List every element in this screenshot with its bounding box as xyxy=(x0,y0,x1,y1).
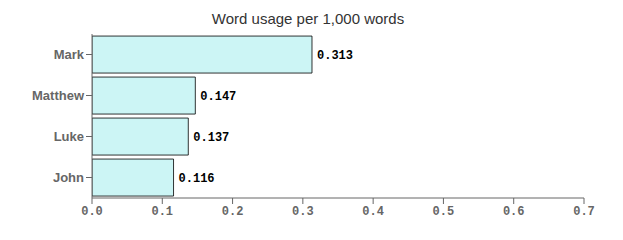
svg-text:0.313: 0.313 xyxy=(317,49,353,63)
svg-text:Mark: Mark xyxy=(54,47,85,62)
svg-text:0.116: 0.116 xyxy=(179,172,215,186)
svg-text:Luke: Luke xyxy=(54,129,84,144)
svg-text:0.5: 0.5 xyxy=(433,205,455,219)
svg-text:Matthew: Matthew xyxy=(32,88,85,103)
svg-text:0.1: 0.1 xyxy=(151,205,173,219)
html-text:Word usage per 1,000 words: Word usage per 1,000 words xyxy=(211,10,405,27)
svg-text:John: John xyxy=(53,170,84,185)
svg-text:0.3: 0.3 xyxy=(292,205,314,219)
svg-text:0.137: 0.137 xyxy=(193,131,229,145)
svg-text:0.6: 0.6 xyxy=(503,205,525,219)
svg-text:0.7: 0.7 xyxy=(573,205,595,219)
svg-text:0.4: 0.4 xyxy=(362,205,384,219)
svg-text:0.147: 0.147 xyxy=(200,90,236,104)
svg-text:0.2: 0.2 xyxy=(222,205,244,219)
svg-text:0.0: 0.0 xyxy=(81,205,103,219)
